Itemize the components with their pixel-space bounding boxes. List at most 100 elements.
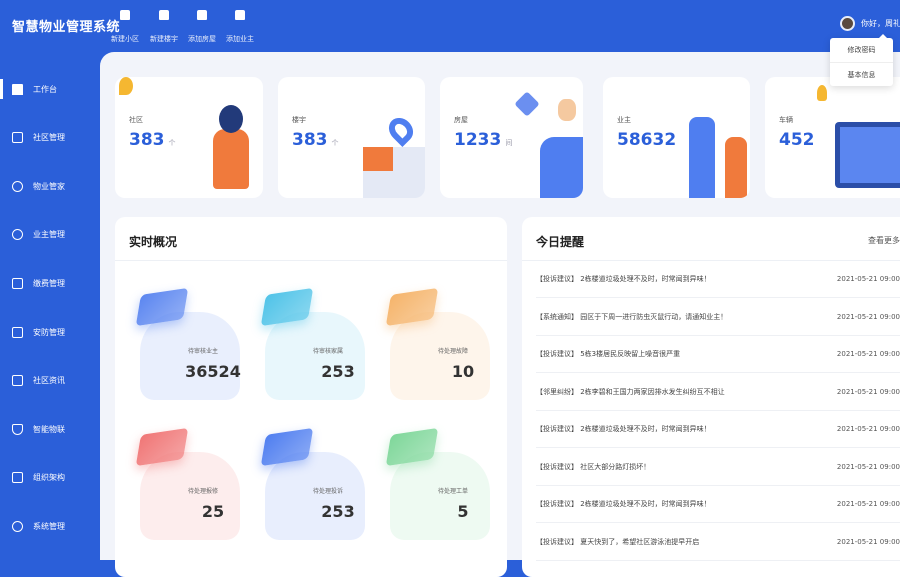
overview-tile[interactable]: 待处理报修 25	[130, 427, 240, 542]
stat-label: 房屋	[454, 116, 468, 124]
people-illustration	[689, 117, 715, 198]
reminder-row[interactable]: 【投诉建议】 夏天快到了，希望社区游泳池提早开启 2021-05-21 09:00	[536, 524, 900, 561]
tile-value: 253	[321, 362, 355, 381]
reminder-time: 2021-05-21 09:00	[836, 537, 900, 546]
location-pin-icon	[384, 113, 418, 147]
reminder-text: 【投诉建议】 2栋楼道垃圾处理不及时，时常闻到异味！	[536, 275, 711, 283]
tile-label: 待处理工单	[438, 488, 469, 495]
tile-value: 36524	[185, 362, 241, 381]
menu-basic-info[interactable]: 基本信息	[830, 62, 893, 86]
quick-new-building[interactable]: 新建楼宇	[144, 10, 184, 45]
sidebar-item-owner[interactable]: 业主管理	[0, 224, 100, 244]
stat-card-owner[interactable]: 业主 58632	[603, 77, 750, 198]
tile-background	[390, 312, 490, 400]
home-icon	[12, 83, 23, 95]
user-icon	[12, 228, 23, 240]
reminder-text: 【投诉建议】 社区大部分路灯损坏！	[536, 462, 651, 471]
reminder-row[interactable]: 【投诉建议】 2栋楼道垃圾处理不及时，时常闻到异味！ 2021-05-21 09:…	[536, 261, 900, 298]
document-icon	[12, 374, 23, 386]
screen	[840, 127, 900, 183]
reminder-time: 2021-05-21 09:00	[836, 275, 900, 283]
stat-card-house[interactable]: 房屋 1233 间	[440, 77, 583, 198]
quick-add-owner[interactable]: 添加业主	[220, 10, 260, 45]
app-title: 智慧物业管理系统	[12, 20, 121, 35]
tile-background	[140, 452, 240, 540]
stat-value: 1233 间	[454, 130, 513, 150]
org-chart-icon	[12, 471, 23, 483]
reminder-text: 【投诉建议】 夏天快到了，希望社区游泳池提早开启	[536, 537, 700, 546]
stat-label: 业主	[617, 116, 631, 124]
home-icon	[120, 10, 130, 20]
stat-card-building[interactable]: 楼宇 383 个	[278, 77, 425, 198]
sidebar-item-system[interactable]: 系统管理	[0, 516, 100, 536]
tile-label: 待处理投诉	[313, 488, 344, 495]
user-add-icon	[235, 10, 245, 20]
menu-change-password[interactable]: 修改密码	[847, 46, 876, 54]
reminder-text: 【投诉建议】 5栋3楼居民反映留上噪音很严重	[536, 350, 681, 358]
sidebar-item-billing[interactable]: 缴费管理	[0, 273, 100, 293]
house-add-icon	[197, 10, 207, 20]
overview-tile[interactable]: 待处理故障 10	[380, 287, 490, 402]
sidebar-item-label: 社区资讯	[33, 375, 65, 385]
overview-tile[interactable]: 待处理投诉 253	[255, 427, 365, 542]
reminder-row[interactable]: 【投诉建议】 5栋3楼居民反映留上噪音很严重 2021-05-21 09:00	[536, 336, 900, 373]
reminder-time: 2021-05-21 09:00	[836, 425, 900, 433]
butterfly-illustration	[119, 77, 133, 95]
active-indicator	[0, 79, 3, 99]
sidebar: 工作台 社区管理 物业管家 业主管理 缴费管理 安防管理 社区资讯 智能物联 组…	[0, 52, 100, 560]
reminder-time: 2021-05-21 09:00	[836, 350, 900, 358]
hair-illustration	[219, 105, 243, 133]
reminder-text: 【投诉建议】 2栋楼道垃圾处理不及时，时常闻到异味！	[536, 500, 711, 508]
lightbulb-icon	[817, 85, 827, 101]
sidebar-item-news[interactable]: 社区资讯	[0, 370, 100, 390]
reminder-time: 2021-05-21 09:00	[836, 312, 900, 321]
user-dropdown: 修改密码 基本信息	[830, 34, 893, 86]
panel-title: 实时概况	[129, 235, 178, 249]
tile-label: 待处理报修	[188, 488, 219, 495]
view-more-link[interactable]: 查看更多	[868, 236, 900, 245]
quick-new-community[interactable]: 新建小区	[105, 10, 145, 45]
sidebar-item-community[interactable]: 社区管理	[0, 127, 100, 147]
man-head	[558, 99, 576, 121]
woman-figure	[725, 137, 747, 198]
user-menu-trigger[interactable]: 你好，周礼娜	[840, 16, 900, 31]
reminder-time: 2021-05-21 09:00	[836, 387, 900, 396]
sidebar-item-security[interactable]: 安防管理	[0, 322, 100, 342]
users-icon	[12, 180, 23, 192]
door-icon	[12, 131, 23, 143]
reminder-row[interactable]: 【投诉建议】 2栋楼道垃圾处理不及时，时常闻到异味！ 2021-05-21 09:…	[536, 411, 900, 448]
building-icon	[159, 10, 169, 20]
sidebar-item-org[interactable]: 组织架构	[0, 467, 100, 487]
stat-card-vehicle[interactable]: 车辆 452	[765, 77, 900, 198]
reminder-row[interactable]: 【系统通知】 园区于下周一进行防虫灭鼠行动，请通知业主！ 2021-05-21 0…	[536, 299, 900, 336]
stat-label: 社区	[129, 116, 143, 124]
sidebar-item-steward[interactable]: 物业管家	[0, 176, 100, 196]
divider	[115, 260, 507, 261]
overview-tile[interactable]: 待审核家属 253	[255, 287, 365, 402]
tile-background	[140, 312, 240, 400]
sidebar-item-label: 社区管理	[33, 132, 65, 142]
sidebar-item-label: 智能物联	[33, 424, 65, 434]
reminder-row[interactable]: 【投诉建议】 2栋楼道垃圾处理不及时，时常闻到异味！ 2021-05-21 09:…	[536, 486, 900, 523]
reminder-row[interactable]: 【邻里纠纷】 2栋李碧和王国力两家因排水发生纠纷互不相让 2021-05-21 0…	[536, 374, 900, 411]
stat-label: 楼宇	[292, 116, 306, 124]
tile-value: 25	[201, 502, 225, 521]
overview-tile[interactable]: 待处理工单 5	[380, 427, 490, 542]
stat-card-community[interactable]: 社区 383 个	[115, 77, 263, 198]
sidebar-item-workbench[interactable]: 工作台	[0, 79, 100, 99]
sidebar-item-iot[interactable]: 智能物联	[0, 419, 100, 439]
tile-background	[390, 452, 490, 540]
reminder-text: 【投诉建议】 2栋楼道垃圾处理不及时，时常闻到异味！	[536, 425, 711, 433]
reminder-text: 【邻里纠纷】 2栋李碧和王国力两家因排水发生纠纷互不相让	[536, 387, 725, 396]
bill-icon	[12, 277, 23, 289]
map-block	[363, 147, 393, 171]
layers-icon	[514, 91, 540, 117]
stat-value: 452	[779, 130, 815, 150]
sidebar-item-label: 组织架构	[33, 472, 65, 482]
quick-add-house[interactable]: 添加房屋	[182, 10, 222, 45]
overview-tile[interactable]: 待审核业主 36524	[130, 287, 241, 402]
top-header: 智慧物业管理系统 新建小区 新建楼宇 添加房屋 添加业主 你好，周礼娜	[0, 0, 900, 52]
reminder-text: 【系统通知】 园区于下周一进行防虫灭鼠行动，请通知业主！	[536, 312, 728, 321]
security-icon	[12, 326, 23, 338]
reminder-row[interactable]: 【投诉建议】 社区大部分路灯损坏！ 2021-05-21 09:00	[536, 449, 900, 486]
